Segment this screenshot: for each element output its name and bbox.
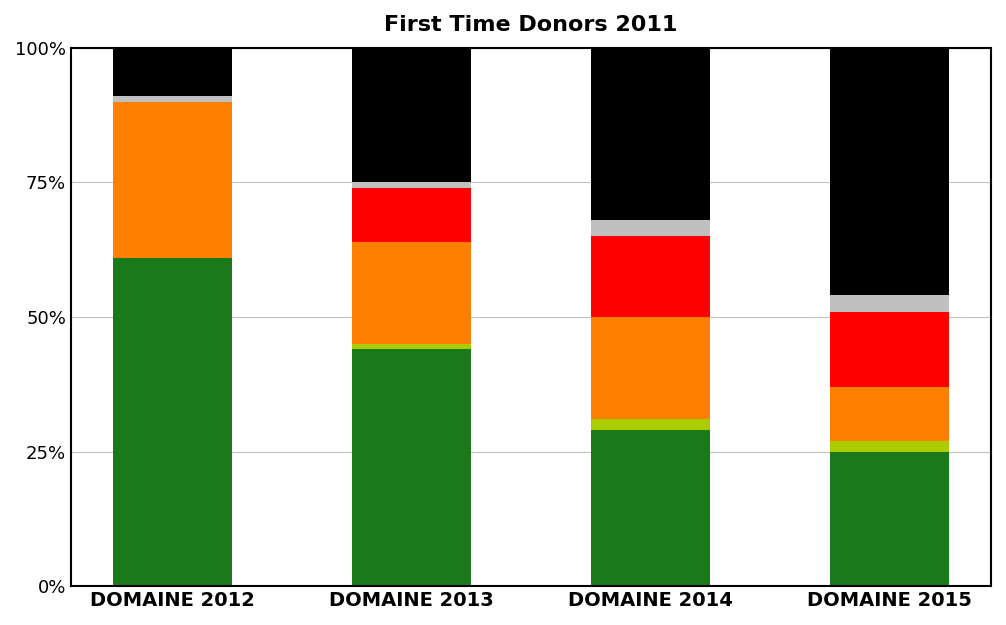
Bar [830, 451, 950, 586]
Title: First Time Donors 2011: First Time Donors 2011 [384, 15, 678, 35]
Bar [830, 441, 950, 451]
Bar [352, 344, 471, 349]
Bar [830, 387, 950, 441]
Bar [591, 419, 710, 430]
Bar [352, 241, 471, 344]
Bar [352, 188, 471, 241]
Bar [352, 48, 471, 182]
Bar [591, 236, 710, 317]
Bar [113, 101, 232, 258]
Bar [830, 311, 950, 387]
Bar [591, 317, 710, 419]
Bar [830, 296, 950, 311]
Bar [591, 220, 710, 236]
Bar [830, 48, 950, 296]
Bar [591, 48, 710, 220]
Bar [113, 258, 232, 586]
Bar [113, 48, 232, 96]
Bar [113, 96, 232, 101]
Bar [352, 182, 471, 188]
Bar [591, 430, 710, 586]
Bar [352, 349, 471, 586]
